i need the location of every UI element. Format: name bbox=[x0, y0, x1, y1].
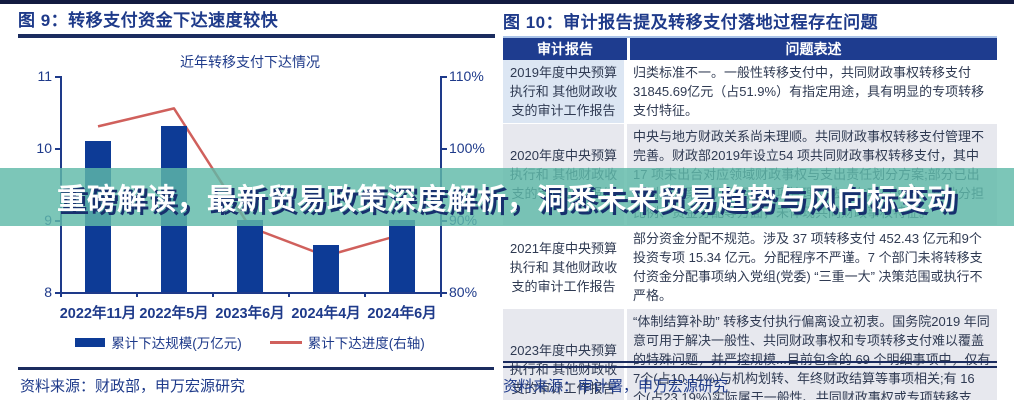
table-row: 2021年度中央预算执行和 其他财政收支的审计工作报告 部分资金分配不规范。涉及 … bbox=[503, 226, 997, 309]
x-axis bbox=[60, 292, 440, 294]
promo-banner-text: 重磅解读，最新贸易政策深度解析，洞悉未来贸易趋势与风向标变动 bbox=[56, 184, 957, 216]
y-axis-label: 8 bbox=[44, 284, 52, 300]
issue-cell: 部分资金分配不规范。涉及 37 项转移支付 452.43 亿元和9个投资专项 1… bbox=[633, 231, 983, 303]
chart-title: 近年转移支付下达情况 bbox=[180, 54, 320, 70]
issue-cell: 归类标准不一。一般性转移支付中，共同财政事权转移支付31845.69亿元（占51… bbox=[627, 60, 997, 123]
x-axis-tick bbox=[212, 292, 214, 297]
issue-cell: “体制结算补助” 转移支付执行偏离设立初衷。国务院2019 年同意可用于解决一般… bbox=[633, 314, 991, 400]
y-axis-tick bbox=[55, 292, 60, 294]
figure-9-source: 资料来源：财政部，申万宏源研究 bbox=[20, 378, 246, 395]
table-row: 2023年度中央预算执行和 其他财政收支的审计工作报告 “体制结算补助” 转移支付… bbox=[503, 309, 997, 400]
legend-item-scale: 累计下达规模(万亿元) bbox=[75, 332, 242, 352]
legend-label-progress: 累计下达进度(右轴) bbox=[307, 336, 425, 351]
x-axis-tick bbox=[136, 292, 138, 297]
figure-9-source-rule bbox=[18, 367, 494, 370]
report-cell: 2023年度中央预算执行和 其他财政收支的审计工作报告 bbox=[503, 309, 627, 400]
y-axis-tick bbox=[55, 76, 60, 78]
x-axis-label: 2022年5月 bbox=[139, 306, 209, 322]
x-axis-tick bbox=[60, 292, 62, 297]
table-header-issue: 问题表述 bbox=[785, 41, 842, 57]
y-axis-tick bbox=[441, 76, 447, 78]
promo-banner-overlay: 重磅解读，最新贸易政策深度解析，洞悉未来贸易趋势与风向标变动 bbox=[0, 168, 1014, 226]
x-axis-label: 2023年6月 bbox=[215, 306, 285, 322]
bar-swatch-icon bbox=[75, 337, 106, 347]
report-cell: 2021年度中央预算执行和 其他财政收支的审计工作报告 bbox=[503, 226, 627, 308]
x-axis-label: 2022年11月 bbox=[59, 306, 137, 322]
figure-9-title: 图 9：转移支付资金下达速度较快 bbox=[18, 11, 279, 30]
top-divider bbox=[0, 0, 1014, 4]
bar bbox=[237, 220, 263, 292]
y-axis-tick bbox=[441, 148, 447, 150]
bar bbox=[389, 220, 415, 292]
x-axis-tick bbox=[288, 292, 290, 297]
table-row: 2019年度中央预算执行和 其他财政收支的审计工作报告 归类标准不一。一般性转移支… bbox=[503, 60, 997, 124]
chart-legend: 累计下达规模(万亿元) 累计下达进度(右轴) bbox=[60, 332, 440, 352]
table-header-report: 审计报告 bbox=[503, 38, 630, 60]
figure-10-source-rule bbox=[503, 361, 997, 368]
legend-label-scale: 累计下达规模(万亿元) bbox=[111, 336, 242, 351]
table-header-row: 审计报告 问题表述 bbox=[503, 36, 997, 60]
x-axis-tick bbox=[364, 292, 366, 297]
y-axis-label: 110% bbox=[449, 68, 484, 84]
report-cell: 2019年度中央预算执行和 其他财政收支的审计工作报告 bbox=[503, 60, 627, 123]
x-axis-label: 2024年4月 bbox=[291, 306, 361, 322]
figure-10-title: 图 10：审计报告提及转移支付落地过程存在问题 bbox=[503, 13, 879, 32]
bar bbox=[313, 245, 339, 292]
figure-10-source: 资料来源：审计署，申万宏源研究 bbox=[503, 378, 729, 395]
legend-item-progress: 累计下达进度(右轴) bbox=[269, 332, 425, 352]
y-axis-label: 100% bbox=[449, 140, 485, 156]
line-swatch-icon bbox=[269, 340, 302, 344]
y-axis-label: 10 bbox=[36, 140, 52, 156]
y-axis-label: 80% bbox=[449, 284, 478, 300]
table-body: 2019年度中央预算执行和 其他财政收支的审计工作报告 归类标准不一。一般性转移支… bbox=[503, 60, 997, 400]
x-axis-tick bbox=[440, 292, 442, 297]
figure-9-title-rule bbox=[18, 34, 495, 38]
y-axis-tick bbox=[55, 148, 60, 150]
x-axis-label: 2024年6月 bbox=[367, 306, 437, 322]
y-axis-label: 11 bbox=[37, 68, 52, 84]
y-axis-tick bbox=[441, 292, 447, 294]
